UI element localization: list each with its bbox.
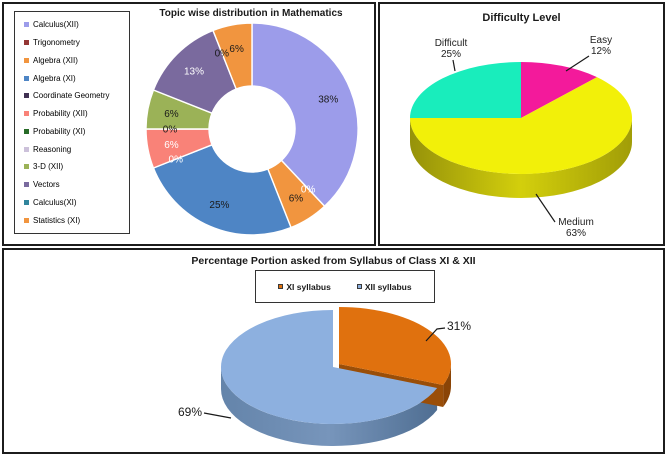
legend-item: Algebra (XII) [24, 56, 127, 65]
legend-item: Probability (XII) [24, 109, 127, 118]
legend-item: XII syllabus [356, 281, 412, 292]
callout-easy-label: Easy [589, 35, 613, 46]
donut-data-label: 0% [215, 48, 230, 59]
pie-slice-Difficult [410, 62, 521, 118]
legend-color-marker [24, 22, 29, 28]
callout-leader-line [565, 55, 590, 72]
callout-medium-pct: 63% [565, 228, 586, 239]
legend-label: Trigonometry [33, 38, 80, 48]
legend-label: Vectors [33, 180, 60, 190]
legend-label: Calculus(XII) [33, 20, 79, 30]
legend-item: Coordinate Geometry [24, 91, 127, 100]
donut-data-label: 6% [164, 140, 179, 151]
legend-color-marker [24, 40, 29, 46]
syllabus-label-xi-pct: 31% [447, 319, 472, 333]
legend-item: Reasoning [24, 145, 127, 154]
legend-label: Calculus(XI) [33, 197, 77, 207]
callout-difficult-pct: 25% [440, 49, 461, 60]
panel-syllabus-portion: Percentage Portion asked from Syllabus o… [2, 248, 665, 454]
panel-difficulty-level: Difficulty Level Difficult 25% Easy 12% … [378, 2, 665, 246]
legend-color-marker [24, 111, 29, 117]
legend-item: XI syllabus [278, 281, 331, 292]
callout-difficult: Difficult 25% [419, 38, 483, 60]
legend-item: Trigonometry [24, 38, 127, 47]
donut-data-label: 0% [169, 155, 184, 166]
legend-color-marker [356, 284, 362, 289]
donut-slice-Calculus(XII) [251, 22, 359, 208]
syllabus-chart-title: Percentage Portion asked from Syllabus o… [191, 255, 476, 267]
difficulty-chart-title: Difficulty Level [482, 12, 561, 24]
donut-data-label: 13% [184, 67, 204, 78]
legend-label: XI syllabus [286, 281, 331, 292]
legend-item: Statistics (XI) [24, 216, 127, 225]
legend-label: Coordinate Geometry [33, 91, 110, 101]
callout-medium-label: Medium [558, 217, 594, 228]
callout-easy: Easy 12% [571, 35, 631, 57]
pie-slice-XI syllabus [339, 307, 452, 385]
pie-rim-Medium [410, 118, 632, 198]
legend-color-marker [24, 199, 29, 205]
donut-data-label: 38% [318, 94, 338, 105]
legend-label: 3-D (XII) [33, 162, 64, 172]
donut-slice-Statistics (XI) [212, 22, 253, 90]
legend-item: Algebra (XI) [24, 74, 127, 83]
donut-data-label: 25% [209, 200, 229, 211]
donut-data-label: 6% [164, 109, 179, 120]
callout-easy-pct: 12% [590, 46, 611, 57]
pie-slice-Easy [521, 62, 597, 118]
legend-label: Probability (XII) [33, 109, 88, 119]
donut-data-label: 0% [301, 184, 316, 195]
syllabus-chart-legend: XI syllabus XII syllabus [255, 270, 435, 303]
legend-item: 3-D (XII) [24, 162, 127, 171]
syllabus-label-xii-pct: 69% [178, 405, 203, 419]
legend-label: Algebra (XII) [33, 55, 78, 65]
legend-label: Probability (XI) [33, 126, 86, 136]
donut-data-label: 0% [163, 125, 178, 136]
callout-medium: Medium 63% [546, 217, 606, 239]
legend-item: Vectors [24, 180, 127, 189]
legend-item: Probability (XI) [24, 127, 127, 136]
legend-item: Calculus(XII) [24, 20, 127, 29]
legend-label: XII syllabus [364, 281, 412, 292]
legend-color-marker [24, 128, 29, 134]
panel-topic-distribution: Topic wise distribution in Mathematics C… [2, 2, 376, 246]
legend-label: Algebra (XI) [33, 73, 76, 83]
legend-color-marker [24, 57, 29, 63]
donut-data-label: 6% [229, 44, 244, 55]
callout-leader-line [535, 193, 556, 223]
legend-color-marker [24, 93, 29, 99]
callout-leader-line [452, 59, 456, 72]
pie-rim-XII syllabus [221, 367, 438, 446]
topic-chart-legend: Calculus(XII) Trigonometry Algebra (XII) Al… [14, 11, 130, 234]
legend-item: Calculus(XI) [24, 198, 127, 207]
topic-chart-title: Topic wise distribution in Mathematics [159, 8, 343, 19]
legend-color-marker [24, 164, 29, 170]
donut-data-label: 6% [289, 194, 304, 205]
syllabus-pie-chart [203, 307, 452, 446]
legend-label: Reasoning [33, 144, 72, 154]
legend-label: Statistics (XI) [33, 215, 81, 225]
pie-slice-XII syllabus [221, 310, 438, 424]
pie-slice-Medium [410, 77, 632, 175]
donut-slice-Algebra (XI) [152, 143, 292, 236]
legend-color-marker [24, 182, 29, 188]
topic-donut-chart: 38%0%6%25%0%6%0%6%13%0% 6% [145, 22, 359, 236]
legend-color-marker [24, 217, 29, 223]
pie-rim-XI syllabus [443, 364, 451, 407]
difficulty-pie-chart [410, 55, 632, 223]
legend-color-marker [24, 75, 29, 81]
callout-leader-line [203, 412, 232, 419]
legend-color-marker [278, 284, 284, 289]
callout-difficult-label: Difficult [434, 38, 468, 49]
callout-leader-line [425, 327, 446, 342]
legend-color-marker [24, 146, 29, 152]
